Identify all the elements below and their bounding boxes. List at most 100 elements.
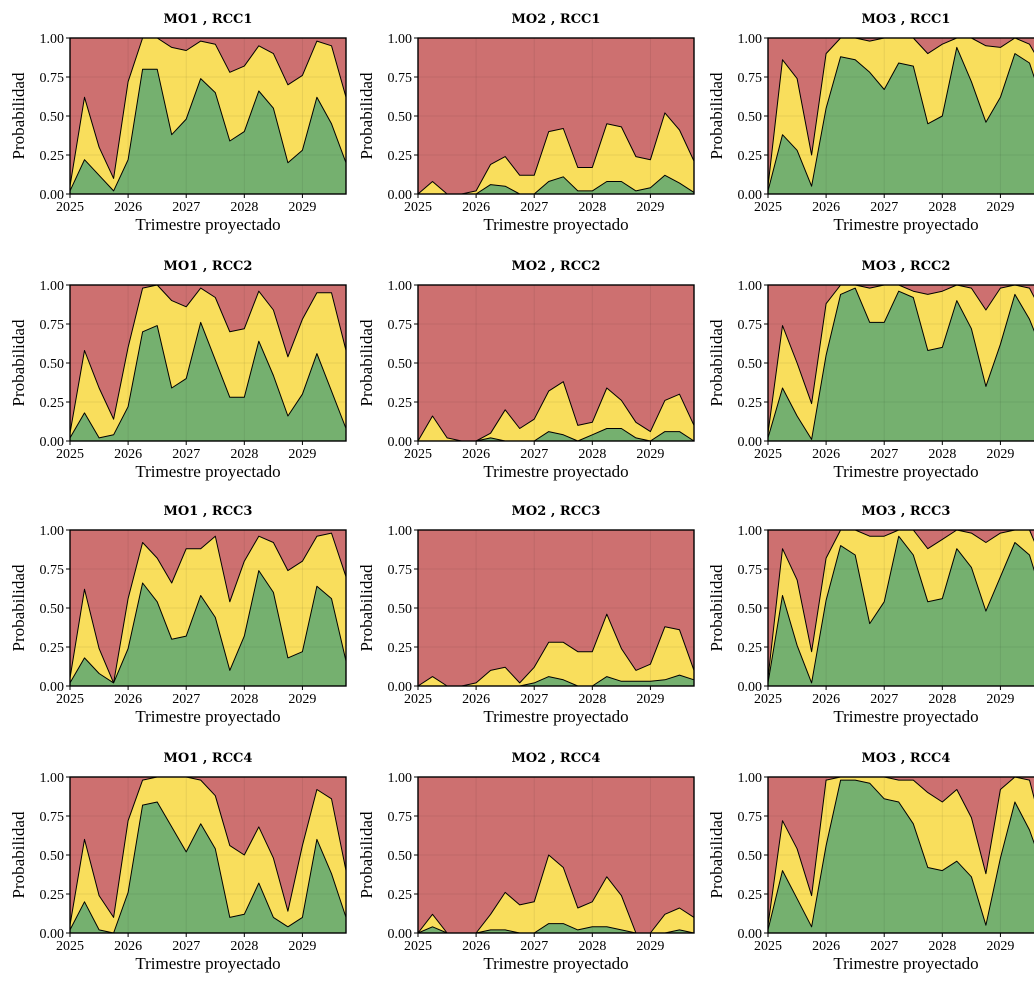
y-tick-label: 1.00 <box>40 32 65 47</box>
y-axis-title: Probabilidad <box>357 811 376 898</box>
y-axis-title: Probabilidad <box>357 72 376 159</box>
y-tick-label: 0.50 <box>40 602 65 617</box>
x-axis-title: Trimestre proyectado <box>483 707 628 726</box>
x-tick-label: 2028 <box>578 692 606 707</box>
x-tick-label: 2027 <box>172 200 200 215</box>
x-tick-label: 2026 <box>812 200 840 215</box>
panel-title: MO2 , RCC2 <box>512 259 601 274</box>
x-tick-label: 2027 <box>520 692 548 707</box>
y-tick-label: 0.00 <box>40 435 65 450</box>
panel-title: MO1 , RCC1 <box>164 12 253 27</box>
facet-panel: MO1 , RCC2 0.00 0.25 0.50 0.75 1.00 2025 2026 20… <box>9 259 347 481</box>
x-tick-label: 2028 <box>928 447 956 462</box>
x-tick-label: 2025 <box>754 447 782 462</box>
y-tick-label: 0.50 <box>738 357 763 372</box>
x-tick-label: 2027 <box>520 447 548 462</box>
y-tick-label: 1.00 <box>40 771 65 786</box>
x-tick-label: 2029 <box>636 692 664 707</box>
x-axis-title: Trimestre proyectado <box>483 462 628 481</box>
x-axis-title: Trimestre proyectado <box>483 215 628 234</box>
y-tick-label: 0.75 <box>388 318 413 333</box>
y-tick-label: 0.25 <box>40 888 65 903</box>
y-tick-label: 0.25 <box>388 396 413 411</box>
y-tick-label: 0.25 <box>738 149 763 164</box>
x-tick-label: 2029 <box>986 447 1014 462</box>
y-tick-label: 0.50 <box>40 357 65 372</box>
x-tick-label: 2027 <box>172 692 200 707</box>
x-tick-label: 2025 <box>404 200 432 215</box>
x-tick-label: 2026 <box>114 447 142 462</box>
x-tick-label: 2028 <box>928 939 956 954</box>
x-tick-label: 2028 <box>578 200 606 215</box>
facet-panel: MO1 , RCC1 0.00 0.25 0.50 0.75 1.00 2025 2026 20… <box>9 12 347 234</box>
x-tick-label: 2028 <box>578 939 606 954</box>
facet-panel: MO3 , RCC2 0.00 0.25 0.50 0.75 1.00 2025 2026 20… <box>707 259 1034 481</box>
y-axis-title: Probabilidad <box>707 811 726 898</box>
x-axis-title: Trimestre proyectado <box>833 215 978 234</box>
y-axis-title: Probabilidad <box>707 319 726 406</box>
y-axis-title: Probabilidad <box>707 564 726 651</box>
panel-title: MO3 , RCC1 <box>862 12 951 27</box>
x-tick-label: 2026 <box>462 200 490 215</box>
x-tick-label: 2028 <box>230 447 258 462</box>
facet-panel: MO2 , RCC3 0.00 0.25 0.50 0.75 1.00 2025 2026 20… <box>357 504 695 726</box>
y-tick-label: 0.50 <box>40 849 65 864</box>
x-tick-label: 2026 <box>462 447 490 462</box>
panel-title: MO1 , RCC3 <box>164 504 253 519</box>
x-tick-label: 2029 <box>288 200 316 215</box>
y-tick-label: 0.75 <box>40 563 65 578</box>
y-tick-label: 1.00 <box>738 279 763 294</box>
x-tick-label: 2025 <box>754 200 782 215</box>
y-tick-label: 0.25 <box>388 149 413 164</box>
facet-panel: MO2 , RCC1 0.00 0.25 0.50 0.75 1.00 2025 2026 20… <box>357 12 695 234</box>
y-tick-label: 0.50 <box>40 110 65 125</box>
x-tick-label: 2029 <box>288 447 316 462</box>
x-tick-label: 2025 <box>404 447 432 462</box>
x-tick-label: 2029 <box>986 692 1014 707</box>
y-axis-title: Probabilidad <box>357 319 376 406</box>
x-tick-label: 2025 <box>56 200 84 215</box>
y-tick-label: 0.25 <box>388 641 413 656</box>
y-tick-label: 1.00 <box>388 771 413 786</box>
green-band-area <box>69 570 347 687</box>
y-tick-label: 0.25 <box>738 888 763 903</box>
x-tick-label: 2029 <box>288 692 316 707</box>
y-tick-label: 0.75 <box>738 318 763 333</box>
x-tick-label: 2025 <box>754 939 782 954</box>
green-band-area <box>767 779 1034 934</box>
y-tick-label: 0.00 <box>388 188 413 203</box>
y-tick-label: 0.25 <box>388 888 413 903</box>
x-tick-label: 2026 <box>114 692 142 707</box>
x-tick-label: 2028 <box>928 200 956 215</box>
x-tick-label: 2029 <box>636 447 664 462</box>
green-band-area <box>767 287 1034 442</box>
x-tick-label: 2028 <box>230 692 258 707</box>
y-tick-label: 0.00 <box>40 927 65 942</box>
y-tick-label: 0.25 <box>40 149 65 164</box>
x-tick-label: 2028 <box>928 692 956 707</box>
y-tick-label: 0.50 <box>738 849 763 864</box>
facet-panel: MO3 , RCC4 0.00 0.25 0.50 0.75 1.00 2025 2026 20… <box>707 751 1034 973</box>
x-tick-label: 2029 <box>636 200 664 215</box>
y-tick-label: 0.25 <box>738 396 763 411</box>
y-tick-label: 1.00 <box>388 279 413 294</box>
y-axis-title: Probabilidad <box>9 319 28 406</box>
y-tick-label: 1.00 <box>388 32 413 47</box>
x-tick-label: 2025 <box>56 692 84 707</box>
x-tick-label: 2028 <box>230 200 258 215</box>
panel-title: MO1 , RCC2 <box>164 259 253 274</box>
y-axis-title: Probabilidad <box>9 564 28 651</box>
x-tick-label: 2029 <box>636 939 664 954</box>
y-tick-label: 0.50 <box>738 602 763 617</box>
y-tick-label: 0.00 <box>40 188 65 203</box>
facet-panel: MO1 , RCC4 0.00 0.25 0.50 0.75 1.00 2025 2026 20… <box>9 751 347 973</box>
y-tick-label: 0.00 <box>40 680 65 695</box>
y-tick-label: 0.75 <box>388 563 413 578</box>
x-tick-label: 2025 <box>404 692 432 707</box>
x-tick-label: 2025 <box>56 447 84 462</box>
y-tick-label: 0.00 <box>738 188 763 203</box>
x-tick-label: 2029 <box>986 200 1014 215</box>
x-axis-title: Trimestre proyectado <box>135 215 280 234</box>
x-tick-label: 2025 <box>754 692 782 707</box>
y-tick-label: 0.00 <box>388 680 413 695</box>
